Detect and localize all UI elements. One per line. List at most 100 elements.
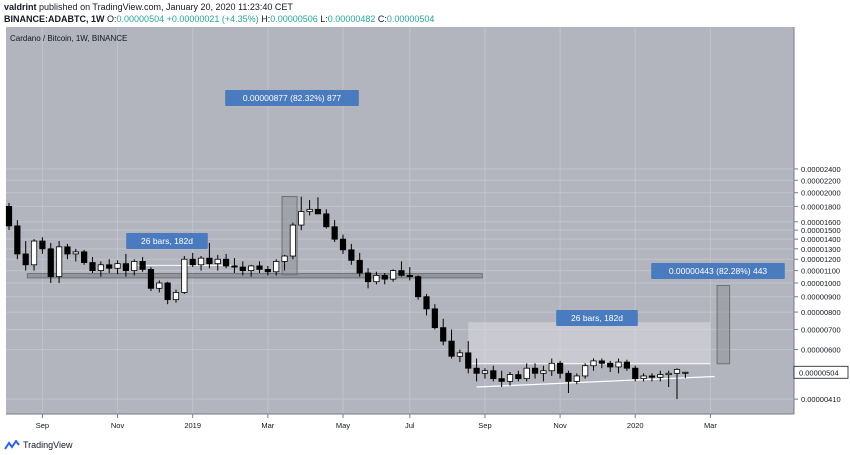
open-value: 0.00000504 — [116, 14, 165, 24]
candle-body — [431, 308, 438, 329]
candle-body — [448, 340, 455, 357]
candle-body — [114, 263, 121, 269]
candle-body — [164, 282, 171, 301]
candle-body — [47, 248, 54, 278]
current-price-label: 0.00000504 — [799, 368, 839, 377]
candle-body — [214, 258, 221, 265]
y-tick-label: 0.00001400 — [801, 235, 841, 244]
published-text: published on TradingView.com, January 20… — [39, 2, 293, 12]
x-tick-label: Nov — [111, 421, 125, 430]
range-box-2 — [468, 322, 711, 364]
candle-up — [298, 196, 305, 231]
candle-up — [181, 256, 188, 294]
candle-body — [531, 367, 539, 374]
x-tick-label: Sep — [478, 421, 491, 430]
candle-body — [498, 378, 505, 382]
candle-up — [114, 260, 121, 275]
candle-body — [339, 238, 347, 251]
candle-down — [222, 253, 230, 269]
candle-body — [273, 261, 280, 273]
candle-body — [122, 263, 129, 271]
candle-down — [256, 261, 263, 273]
candle-body — [39, 240, 46, 250]
low-value: 0.00000482 — [327, 14, 376, 24]
candle-body — [181, 258, 188, 293]
candle-up — [72, 248, 79, 262]
x-tick-label: Sep — [36, 421, 49, 430]
candle-down — [381, 272, 388, 285]
candle-body — [657, 374, 664, 378]
candle-down — [22, 241, 29, 271]
candle-down — [398, 261, 405, 277]
candle-down — [106, 259, 113, 273]
candle-down — [440, 318, 447, 346]
candle-up — [481, 368, 489, 379]
low-label: L: — [320, 14, 328, 24]
candle-body — [356, 259, 363, 274]
candle-body — [490, 370, 497, 380]
candle-up — [172, 289, 180, 303]
author-name[interactable]: valdrint — [4, 2, 37, 12]
candle-body — [314, 208, 322, 215]
y-tick-label: 0.00000900 — [801, 293, 841, 302]
candle-body — [373, 275, 380, 283]
candle-up — [682, 371, 689, 379]
candle-body — [440, 327, 447, 342]
candle-body — [331, 226, 338, 240]
candle-down — [239, 261, 246, 276]
candle-down — [5, 202, 13, 231]
candle-body — [147, 269, 155, 289]
candle-down — [164, 281, 171, 305]
x-tick-label: 2020 — [627, 421, 644, 430]
close-label: C: — [377, 14, 387, 24]
candle-down — [557, 360, 564, 379]
candle-down — [415, 275, 422, 300]
measure-label-1-box — [225, 90, 359, 106]
candle-body — [673, 369, 681, 374]
candle-down — [648, 373, 656, 382]
candle-up — [97, 261, 104, 277]
candle-up — [673, 368, 681, 400]
candle-up — [523, 363, 530, 382]
candle-down — [122, 253, 129, 277]
candle-down — [490, 365, 497, 382]
candle-body — [582, 365, 589, 377]
measure-label-2: 0.00000443 (82.28%) 443 — [669, 266, 768, 276]
candle-down — [189, 252, 196, 268]
candle-body — [22, 253, 29, 266]
high-label: H: — [261, 14, 271, 24]
y-tick-label: 0.00001200 — [801, 255, 841, 264]
candle-down — [264, 265, 271, 276]
candle-down — [314, 197, 322, 215]
close-value: 0.00000504 — [386, 14, 435, 24]
candle-body — [557, 362, 564, 374]
candle-body — [389, 270, 397, 280]
high-value: 0.00000506 — [270, 14, 318, 24]
price-chart[interactable]: Cardano / Bitcoin, 1W, BINANCE 0.00000877… — [0, 27, 850, 437]
range-label-1: 26 bars, 182d — [141, 236, 193, 246]
measure-label-2-box — [651, 263, 785, 279]
candle-up — [373, 271, 380, 285]
footer: TradingView — [4, 437, 73, 453]
candle-down — [206, 242, 213, 269]
candle-body — [456, 352, 464, 357]
measure-label-1: 0.00000877 (82.32%) 877 — [243, 93, 342, 103]
candle-up — [306, 200, 313, 216]
symbol-label: BINANCE:ADABTC, 1W — [4, 14, 105, 24]
candle-body — [231, 265, 238, 268]
brand-name[interactable]: TradingView — [23, 440, 73, 450]
current-price-tag — [793, 365, 849, 379]
candle-body — [515, 374, 522, 380]
x-tick-label: 2019 — [184, 421, 201, 430]
range-label-2: 26 bars, 182d — [571, 313, 623, 323]
candle-body — [72, 251, 79, 255]
candle-body — [665, 372, 672, 376]
candle-body — [239, 266, 246, 271]
candle-down — [465, 341, 472, 374]
candle-down — [431, 304, 438, 330]
candle-body — [573, 375, 580, 382]
candle-down — [632, 365, 639, 382]
y-tick-label: 0.00001300 — [801, 245, 841, 254]
candle-body — [590, 360, 597, 367]
candle-body — [64, 246, 71, 255]
